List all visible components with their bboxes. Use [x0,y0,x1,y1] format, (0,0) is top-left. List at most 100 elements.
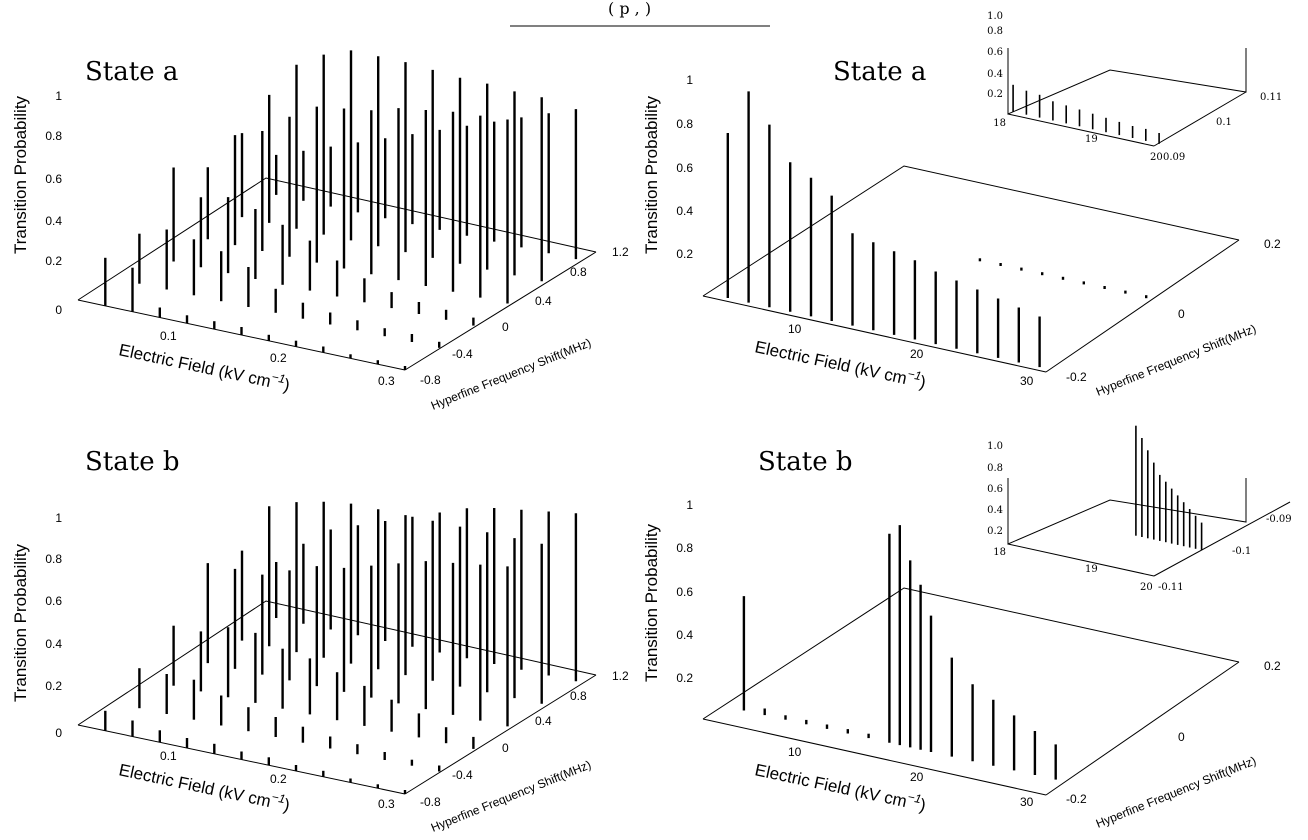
inset-x-tick: 20 [1150,152,1163,163]
x-tick-label: 0.2 [270,351,287,365]
z-tick-label: 0.2 [45,254,62,268]
bars-group [742,525,1057,780]
z-tick-label: 0.4 [45,214,62,228]
panel-top-left: State a Transition Probability 0 0.2 0.4… [11,50,629,413]
x-tick-label: 30 [1020,374,1034,388]
z-tick-label: 1 [55,89,62,103]
inset-plot: 1.0 0.8 0.6 0.4 0.2 18 19 20 -0.11 -0.1 … [987,425,1292,593]
x-tick-label: 20 [910,347,924,361]
y-tick-label: -0.2 [1066,370,1087,384]
panel-top-right: State a Transition Probability 0.2 0.4 0… [642,11,1282,399]
inset-x-tick: 19 [1085,564,1098,575]
x-tick-label: 0.3 [378,374,395,388]
panel-title: State b [85,447,180,477]
inset-y-tick: -0.11 [1158,582,1184,593]
inset-z-tick: 0.6 [987,47,1003,58]
z-tick-label: 0.4 [676,628,693,642]
z-tick-label: 0.6 [676,585,693,599]
inset-back-walls [1007,478,1247,545]
z-tick-label: 0.8 [45,129,62,143]
inset-y-tick: 0.1 [1216,117,1232,128]
y-tick-label: 0.8 [570,689,587,703]
panel-bottom-right: State b Transition Probability 0.2 0.4 0… [642,425,1292,831]
back-walls [702,587,1240,720]
y-tick-label: -0.4 [452,347,473,361]
z-tick-label: 0.6 [45,594,62,608]
y-tick-label: -0.4 [452,768,473,782]
panel-title: State a [833,57,926,87]
x-axis-label: Electric Field (kV cm−1) [117,337,292,395]
y-axis-label: Hyperfine Frequency Shift(MHz) [1094,754,1258,831]
inset-plot: 1.0 0.8 0.6 0.4 0.2 18 19 20 0.09 0.1 0.… [987,11,1282,163]
z-tick-label: 0.4 [45,637,62,651]
y-tick-label: -0.8 [420,795,441,809]
z-axis-label: Transition Probability [642,95,661,254]
bars-group [104,501,578,794]
inset-y-tick: 0.09 [1163,152,1185,163]
inset-y-axis [1153,91,1247,147]
panel-title: State b [758,447,853,477]
inset-z-tick: 0.8 [987,463,1003,474]
y-tick-label: 0.8 [570,265,587,279]
x-tick-label: 30 [1020,795,1034,809]
y-tick-label: 0 [1178,730,1185,744]
y-tick-label: 0.4 [535,294,552,308]
z-axis-label: Transition Probability [642,523,661,682]
y-axis-line [404,674,597,795]
inset-z-tick: 0.2 [987,526,1003,537]
inset-z-tick: 0.4 [987,505,1003,516]
y-axis-line [1045,239,1240,373]
z-tick-label: 1 [686,73,693,87]
z-tick-label: 0.6 [676,161,693,175]
x-tick-label: 0.3 [378,797,395,811]
inset-z-tick: 0.6 [987,484,1003,495]
inset-bars-group [1012,84,1160,144]
bars-group [726,91,1148,368]
z-tick-label: 0.6 [45,172,62,186]
inset-z-tick: 1.0 [987,11,1003,22]
z-tick-label: 1 [55,511,62,525]
inset-bars-group [1135,425,1203,551]
panel-bottom-left: State b Transition Probability 0 0.2 0.4… [11,447,629,835]
z-tick-label: 1 [686,498,693,512]
inset-z-tick: 0.4 [987,69,1003,80]
inset-y-tick: 0.11 [1260,92,1282,103]
top-fragment-text: ( p , ) [608,0,651,18]
back-walls [702,165,1240,297]
z-tick-label: 0.8 [676,541,693,555]
x-tick-label: 10 [788,322,802,336]
inset-x-tick: 20 [1140,582,1153,593]
x-tick-label: 0.1 [160,749,177,763]
z-axis-label: Transition Probability [11,543,30,702]
inset-x-axis [1007,543,1155,577]
y-tick-label: 1.2 [612,669,629,683]
x-tick-label: 20 [910,770,924,784]
inset-x-tick: 19 [1085,134,1098,145]
z-tick-label: 0 [55,303,62,317]
z-tick-label: 0.8 [45,552,62,566]
inset-y-tick: -0.09 [1266,514,1292,525]
x-tick-label: 0.2 [270,772,287,786]
y-axis-label: Hyperfine Frequency Shift(MHz) [1094,322,1258,399]
z-tick-label: 0.8 [676,117,693,131]
y-tick-label: 0 [1178,307,1185,321]
y-tick-label: 0.2 [1264,237,1281,251]
inset-y-tick: -0.1 [1232,546,1251,557]
inset-x-tick: 18 [993,118,1006,129]
y-tick-label: 0 [502,320,509,334]
inset-y-axis [1153,501,1291,577]
z-tick-label: 0.4 [676,204,693,218]
y-tick-label: 1.2 [612,245,629,259]
y-tick-label: 0.4 [535,714,552,728]
y-tick-label: -0.8 [420,373,441,387]
x-tick-label: 0.1 [160,329,177,343]
x-axis-label: Electric Field (kV cm−1) [753,334,928,392]
x-axis-line [702,295,1047,373]
x-axis-label: Electric Field (kV cm−1) [753,757,928,815]
z-tick-label: 0.2 [45,679,62,693]
y-axis-line [404,251,597,371]
x-tick-label: 10 [788,745,802,759]
x-axis-label: Electric Field (kV cm−1) [117,757,292,815]
y-tick-label: -0.2 [1066,792,1087,806]
